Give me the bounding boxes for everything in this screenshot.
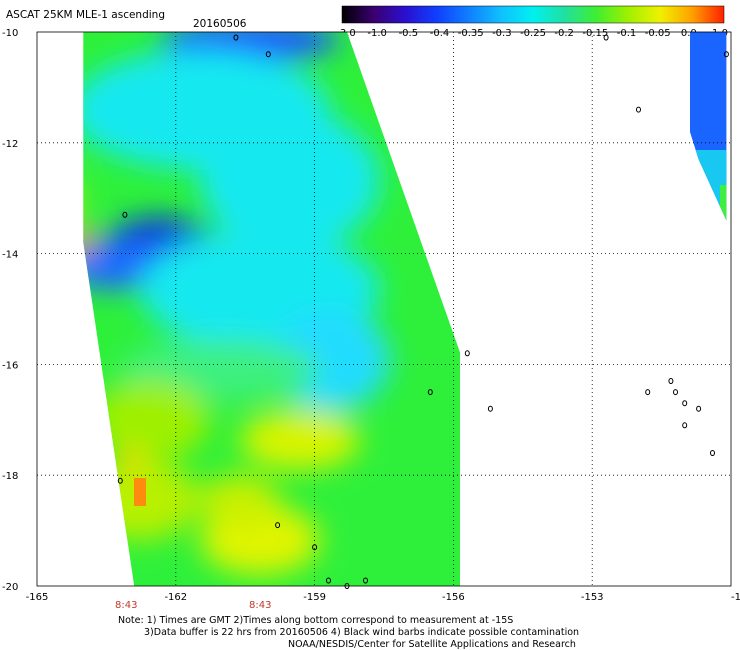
time-label-2: 8:43 bbox=[249, 600, 271, 611]
island-outline bbox=[673, 389, 678, 396]
latitude-tick-label: -10 bbox=[2, 28, 18, 39]
note-line-1: Note: 1) Times are GMT 2)Times along bot… bbox=[118, 615, 514, 626]
longitude-tick-label: -162 bbox=[164, 592, 187, 603]
island-outline bbox=[363, 577, 368, 584]
island-outline bbox=[464, 350, 470, 357]
island-outline bbox=[696, 405, 702, 412]
latitude-tick-label: -18 bbox=[2, 471, 18, 482]
color-scale-legend: -3.0-1.0-0.5-0.4-0.35-0.3-0.25-0.2-0.15-… bbox=[336, 5, 728, 39]
note-line-2: 3)Data buffer is 22 hrs from 20160506 4)… bbox=[144, 627, 580, 638]
island-outline bbox=[117, 477, 123, 484]
note-line-3: NOAA/NESDIS/Center for Satellite Applica… bbox=[288, 639, 576, 650]
colorbar-tick-label: -0.25 bbox=[520, 28, 546, 39]
island-outline bbox=[122, 211, 128, 218]
island-outline bbox=[723, 51, 729, 58]
island-outlines bbox=[117, 34, 729, 589]
latitude-tick-label: -14 bbox=[2, 250, 18, 261]
island-outline bbox=[603, 34, 609, 41]
island-outline bbox=[312, 544, 318, 551]
lat-lon-grid bbox=[37, 32, 731, 586]
plot-title: ASCAT 25KM MLE-1 ascending bbox=[6, 9, 165, 21]
scatterometer-swath bbox=[83, 32, 460, 586]
island-outline bbox=[710, 450, 715, 456]
island-outline bbox=[487, 405, 493, 412]
colorbar-tick-label: -0.4 bbox=[430, 28, 450, 39]
axis-tick-labels: -165 -162 -159 -156 -153 -150 -10 -12 -14 -16 -18 -… bbox=[2, 28, 740, 603]
island-outline bbox=[265, 51, 271, 58]
island-outline bbox=[326, 577, 331, 584]
colorbar-tick-label: -0.2 bbox=[554, 28, 574, 39]
colorbar-tick-label: -0.15 bbox=[582, 28, 608, 39]
island-outline bbox=[427, 389, 433, 396]
colorbar-tick-label: -1.0 bbox=[367, 28, 387, 39]
colorbar-tick-label: -0.5 bbox=[399, 28, 419, 39]
colorbar-tick-label: 0.0 bbox=[681, 28, 697, 39]
island-outline bbox=[682, 422, 688, 429]
colorbar-tick-label: -0.3 bbox=[492, 28, 512, 39]
plot-date: 20160506 bbox=[193, 18, 247, 30]
latitude-tick-label: -20 bbox=[2, 582, 18, 593]
island-outline bbox=[636, 106, 641, 113]
longitude-tick-label: -150 bbox=[731, 592, 740, 603]
island-outline bbox=[233, 34, 239, 41]
longitude-tick-label: -156 bbox=[442, 592, 465, 603]
time-label-1: 8:43 bbox=[115, 600, 137, 611]
scatterometer-swath-east bbox=[690, 32, 727, 221]
island-outline bbox=[275, 522, 281, 529]
colorbar-tick-label: -0.35 bbox=[458, 28, 484, 39]
longitude-tick-label: -165 bbox=[26, 592, 49, 603]
colorbar-tick-label: -0.05 bbox=[645, 28, 671, 39]
island-outline bbox=[682, 400, 688, 407]
island-outline bbox=[645, 389, 651, 396]
longitude-tick-label: -159 bbox=[303, 592, 326, 603]
longitude-tick-label: -153 bbox=[581, 592, 604, 603]
map-frame bbox=[36, 31, 732, 587]
color-scale-bar bbox=[341, 5, 725, 24]
latitude-tick-label: -12 bbox=[2, 139, 18, 150]
colorbar-tick-label: -0.1 bbox=[617, 28, 637, 39]
island-outline bbox=[668, 378, 674, 384]
latitude-tick-label: -16 bbox=[2, 360, 18, 371]
